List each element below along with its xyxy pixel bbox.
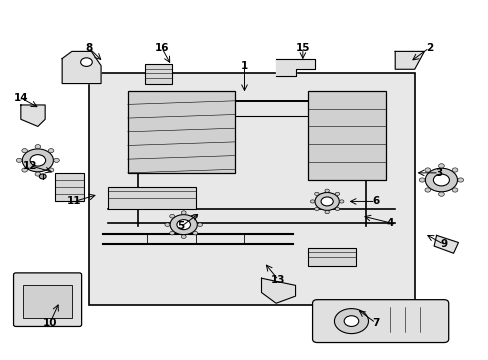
Polygon shape [21, 105, 45, 126]
FancyBboxPatch shape [14, 273, 81, 327]
Text: 3: 3 [434, 168, 442, 178]
Text: 1: 1 [241, 61, 247, 71]
Circle shape [314, 193, 339, 210]
Circle shape [192, 231, 197, 235]
Circle shape [35, 145, 41, 149]
Bar [127, 91, 234, 173]
Circle shape [335, 192, 339, 195]
Polygon shape [394, 51, 424, 69]
Text: 13: 13 [271, 275, 285, 285]
Text: 4: 4 [386, 218, 393, 228]
Text: 15: 15 [295, 43, 309, 53]
Bar [89, 73, 414, 305]
Circle shape [22, 168, 27, 172]
Circle shape [181, 235, 186, 238]
Circle shape [81, 58, 92, 66]
Bar [108, 187, 196, 208]
Circle shape [438, 192, 444, 196]
Circle shape [22, 149, 53, 172]
Text: 9: 9 [439, 239, 447, 249]
Bar [144, 64, 171, 84]
Circle shape [334, 309, 368, 334]
Circle shape [310, 200, 314, 203]
Text: 8: 8 [85, 43, 92, 53]
Circle shape [177, 220, 190, 230]
Circle shape [314, 192, 318, 195]
Circle shape [30, 155, 45, 166]
Circle shape [48, 149, 54, 153]
Bar [307, 248, 356, 266]
Circle shape [181, 211, 186, 215]
Text: 11: 11 [67, 197, 81, 206]
Text: 10: 10 [42, 318, 57, 328]
Circle shape [438, 164, 444, 168]
Circle shape [424, 168, 430, 172]
Text: 6: 6 [371, 197, 379, 206]
Circle shape [339, 200, 343, 203]
Circle shape [164, 223, 169, 226]
Text: 16: 16 [154, 43, 169, 53]
Circle shape [344, 316, 358, 327]
Circle shape [325, 211, 329, 214]
Circle shape [54, 158, 59, 162]
Polygon shape [261, 278, 295, 303]
Circle shape [197, 223, 202, 226]
Text: 7: 7 [371, 318, 379, 328]
Polygon shape [62, 51, 101, 84]
Circle shape [451, 168, 457, 172]
Circle shape [418, 178, 424, 182]
Circle shape [432, 174, 448, 186]
Circle shape [35, 172, 41, 176]
Bar [23, 285, 72, 318]
Circle shape [325, 189, 329, 192]
Text: 12: 12 [23, 161, 38, 171]
Polygon shape [276, 59, 314, 76]
Circle shape [457, 178, 463, 182]
Circle shape [335, 207, 339, 211]
Text: 14: 14 [14, 93, 28, 103]
Circle shape [169, 231, 174, 235]
Text: 2: 2 [425, 43, 432, 53]
Circle shape [192, 214, 197, 218]
Circle shape [169, 214, 174, 218]
Circle shape [48, 168, 54, 172]
Bar [55, 173, 84, 202]
Circle shape [170, 215, 197, 235]
Polygon shape [433, 235, 458, 253]
Circle shape [314, 207, 318, 211]
Circle shape [424, 188, 430, 192]
Circle shape [451, 188, 457, 192]
Text: 5: 5 [177, 221, 184, 231]
Circle shape [39, 174, 46, 179]
Circle shape [321, 197, 332, 206]
FancyBboxPatch shape [312, 300, 448, 342]
Circle shape [425, 168, 457, 192]
Bar [307, 91, 385, 180]
Circle shape [17, 158, 22, 162]
Circle shape [22, 149, 27, 153]
